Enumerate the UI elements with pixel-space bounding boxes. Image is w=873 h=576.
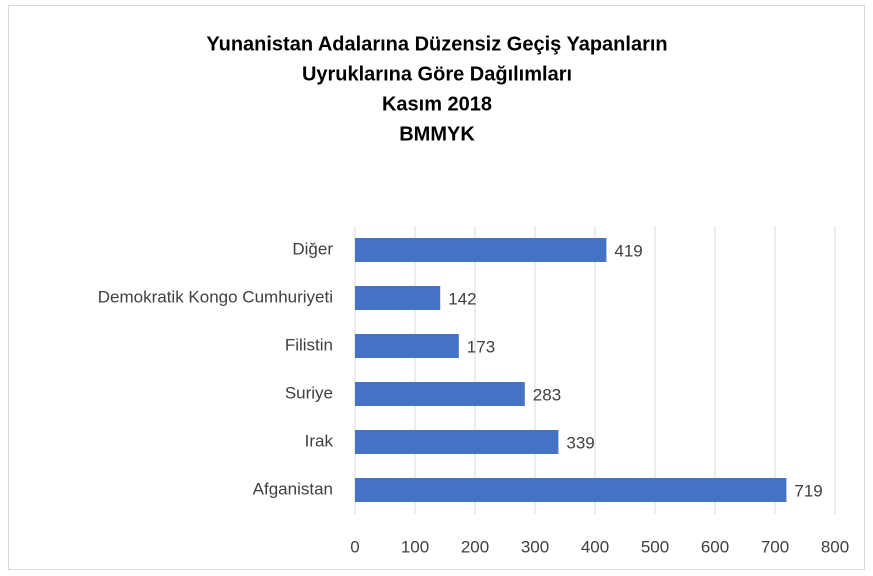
y-tick-label: Suriye xyxy=(285,383,333,402)
bar xyxy=(355,382,525,406)
bar xyxy=(355,334,459,358)
value-label: 283 xyxy=(533,385,561,404)
bar xyxy=(355,430,559,454)
x-tick-label: 400 xyxy=(581,537,609,556)
chart-title: Kasım 2018 xyxy=(382,93,492,115)
value-label: 419 xyxy=(614,241,642,260)
value-label: 142 xyxy=(448,289,476,308)
x-tick-label: 200 xyxy=(461,537,489,556)
y-tick-label: Afganistan xyxy=(253,479,333,498)
chart-title: Yunanistan Adalarına Düzensiz Geçiş Yapa… xyxy=(206,33,667,55)
value-label: 173 xyxy=(467,337,495,356)
bar xyxy=(355,238,607,262)
chart-title: BMMYK xyxy=(399,123,475,145)
y-tick-label: Demokratik Kongo Cumhuriyeti xyxy=(98,287,333,306)
x-tick-label: 700 xyxy=(761,537,789,556)
value-label: 719 xyxy=(794,481,822,500)
x-tick-label: 500 xyxy=(641,537,669,556)
value-label: 339 xyxy=(566,433,594,452)
x-tick-label: 300 xyxy=(521,537,549,556)
bar xyxy=(355,478,787,502)
x-tick-label: 800 xyxy=(821,537,849,556)
y-tick-label: Diğer xyxy=(292,239,333,258)
chart-title: Uyruklarına Göre Dağılımları xyxy=(302,63,572,85)
x-tick-label: 0 xyxy=(350,537,359,556)
y-tick-label: Irak xyxy=(305,431,334,450)
x-tick-label: 100 xyxy=(401,537,429,556)
bar xyxy=(355,286,441,310)
y-tick-label: Filistin xyxy=(285,335,333,354)
x-tick-label: 600 xyxy=(701,537,729,556)
